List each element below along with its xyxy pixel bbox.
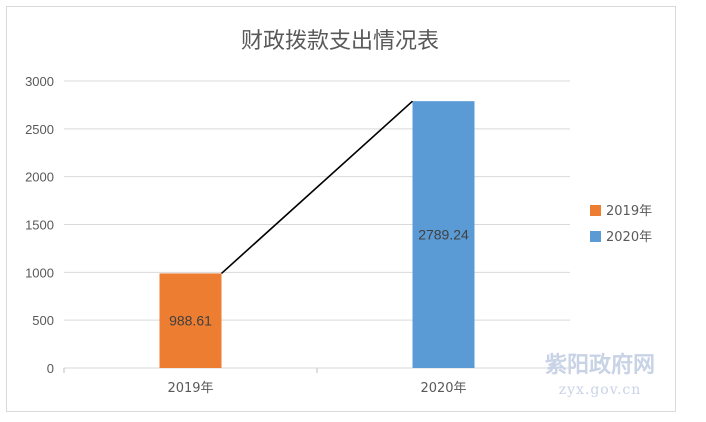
x-axis-labels: 2019年 2020年 bbox=[167, 381, 466, 396]
data-label-2020年: 2789.24 bbox=[418, 227, 469, 243]
chart-title: 财政拨款支出情况表 bbox=[241, 29, 439, 54]
trend-line bbox=[220, 100, 414, 275]
y-tick-label-500: 500 bbox=[32, 313, 54, 328]
watermark-domain: zyx.gov.cn bbox=[559, 382, 642, 398]
y-tick-label-3000: 3000 bbox=[25, 74, 54, 89]
legend-swatch-2020年 bbox=[590, 231, 601, 242]
bars: 988.61 2789.24 bbox=[159, 100, 475, 368]
bar-2019年 bbox=[159, 273, 222, 368]
watermark-name: 紫阳政府网 bbox=[545, 352, 655, 378]
data-label-2019年: 988.61 bbox=[169, 313, 212, 329]
y-tick-label-2000: 2000 bbox=[25, 170, 54, 185]
watermark: 紫阳政府网 zyx.gov.cn bbox=[545, 352, 655, 398]
legend-label-2020年: 2020年 bbox=[606, 230, 652, 245]
chart-frame bbox=[6, 6, 676, 412]
legend: 2019年 2020年 bbox=[590, 204, 652, 245]
bar-2020年 bbox=[412, 101, 475, 368]
x-tick-label-2019年: 2019年 bbox=[167, 381, 213, 396]
legend-swatch-2019年 bbox=[590, 205, 601, 216]
y-tick-label-1500: 1500 bbox=[25, 218, 54, 233]
y-tick-label-0: 0 bbox=[47, 361, 54, 376]
legend-label-2019年: 2019年 bbox=[606, 204, 652, 219]
x-tick-label-2020年: 2020年 bbox=[420, 381, 466, 396]
y-tick-label-2500: 2500 bbox=[25, 122, 54, 137]
gridlines bbox=[63, 80, 571, 373]
y-axis-ticks: 0 500 1000 1500 2000 2500 3000 bbox=[25, 74, 54, 376]
y-tick-label-1000: 1000 bbox=[25, 265, 54, 280]
